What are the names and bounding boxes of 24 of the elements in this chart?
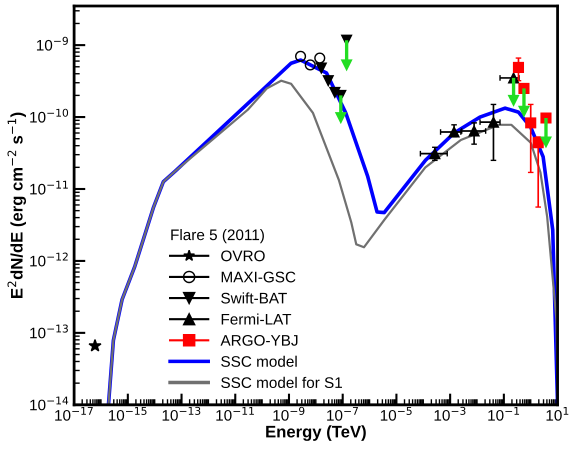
legend-label: Fermi-LAT: [222, 313, 292, 325]
x-tick-label: 10$^{−5}$: [380, 406, 412, 421]
y-tick-label: 10$^{−9}$: [36, 36, 68, 51]
y-tick-label: 10$^{−12}$: [30, 252, 68, 266]
y-tick-label: 10$^{−13}$: [30, 324, 68, 338]
legend-label: OVRO: [221, 250, 265, 262]
legend-label: ARGO-YBJ: [220, 334, 298, 346]
x-tick-label: 10$^{−11}$: [216, 406, 254, 421]
x-tick-label: 10$^{−13}$: [162, 406, 200, 421]
x-axis-title: Energy (TeV): [266, 425, 366, 441]
x-tick-label: 10$^{1}$: [546, 406, 568, 421]
y-axis-title: E$^{2}$dN/dE (erg cm$^{−2}$ s$^{−1}$): [7, 112, 26, 298]
legend-label: SSC model for S1: [221, 376, 342, 388]
legend-label: SSC model: [221, 356, 297, 367]
x-tick-label: 10$^{−15}$: [108, 406, 147, 421]
y-tick-label: 10$^{−11}$: [30, 180, 68, 195]
legend-title: Flare 5 (2011): [171, 228, 264, 244]
legend-label: MAXI-GSC: [222, 272, 296, 282]
y-tick-label: 10$^{−10}$: [30, 108, 68, 123]
x-tick-label: 10$^{−7}$: [327, 406, 358, 421]
x-tick-label: 10$^{−3}$: [434, 406, 466, 421]
x-tick-label: 10$^{−1}$: [488, 406, 520, 421]
x-tick-label: 10$^{−9}$: [273, 406, 304, 421]
legend-label: Swift-BAT: [221, 292, 287, 304]
